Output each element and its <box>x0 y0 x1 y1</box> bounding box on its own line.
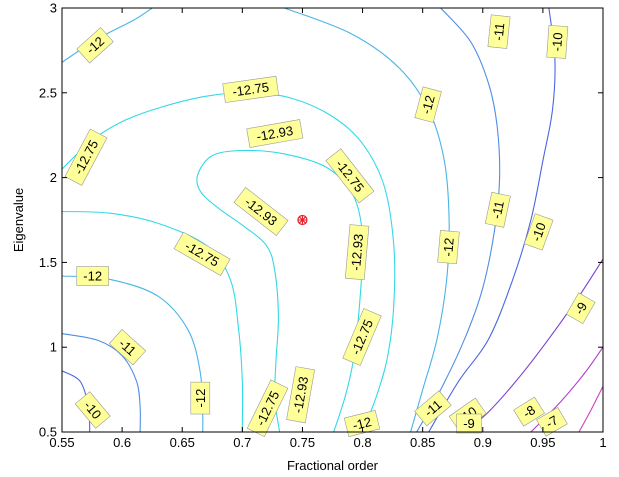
contour-line--12-5 <box>61 275 204 433</box>
x-tick-label: 0.95 <box>530 435 555 450</box>
optimum-marker-layer <box>297 214 308 226</box>
contour-label-15: -12 <box>343 410 381 437</box>
contour-label-box <box>344 224 370 281</box>
contour-label-box <box>456 413 482 434</box>
contour-line--10-8 <box>428 7 556 433</box>
contour-label-text: -12.93 <box>348 233 366 271</box>
contour-label-box <box>484 191 511 228</box>
contour-label-box <box>437 230 460 265</box>
contour-line--12.93-0 <box>196 149 364 433</box>
contour-label-6: -12.75 <box>173 231 231 276</box>
contour-line--11-7 <box>61 333 141 433</box>
contour-label-24: -12 <box>437 230 460 265</box>
contour-label-25: -11 <box>484 191 511 228</box>
x-tick-label: 1 <box>599 435 606 450</box>
x-tick-label: 0.9 <box>474 435 492 450</box>
contour-label-box <box>222 75 279 103</box>
x-tick-label: 0.55 <box>49 435 74 450</box>
contour-label-box <box>325 148 375 204</box>
contour-label-box <box>190 381 211 415</box>
contour-label-text: -11 <box>489 200 507 221</box>
contour-label-box <box>74 391 111 429</box>
y-tick-label: 2.5 <box>39 85 57 100</box>
contour-label-text: -12.75 <box>231 79 270 99</box>
y-tick-label: 1.5 <box>39 255 57 270</box>
contour-label-20: -7 <box>536 407 568 437</box>
contour-label-21: -12 <box>414 86 442 123</box>
contour-label-box <box>546 25 569 59</box>
contour-line--12.75-1 <box>61 92 396 433</box>
contour-label-text: -12 <box>440 237 457 257</box>
contour-label-text: -10 <box>549 32 565 52</box>
contour-label-23: -10 <box>546 25 569 59</box>
x-tick-label: 0.75 <box>290 435 315 450</box>
contour-label-box <box>414 86 442 123</box>
contour-label-14: -10 <box>74 391 111 429</box>
y-tick-label: 1 <box>50 340 57 355</box>
x-axis-label: Fractional order <box>287 458 379 473</box>
y-tick-label: 2 <box>50 170 57 185</box>
contour-label-18: -9 <box>456 413 482 434</box>
contour-label-text: -9 <box>463 416 475 431</box>
contour-label-box <box>173 231 231 276</box>
contour-label-22: -11 <box>487 14 511 49</box>
contour-label-7: -12.93 <box>344 224 370 281</box>
contour-label-box <box>286 366 315 424</box>
contour-label-19: -8 <box>513 396 545 427</box>
y-tick-label: 0.5 <box>39 425 57 440</box>
contour-line--9-10 <box>464 258 604 433</box>
contour-label-box <box>536 407 568 437</box>
contour-label-text: -12 <box>193 389 208 408</box>
contour-label-1: -12.75 <box>222 75 279 103</box>
y-tick-label: 3 <box>50 1 57 16</box>
y-axis-ticks: 0.5 1 1.5 2 2.5 3 <box>39 1 603 440</box>
contour-label-text: -12.93 <box>290 375 311 414</box>
contour-label-27: -9 <box>566 292 596 325</box>
contour-label-3: -12.93 <box>246 119 304 148</box>
contour-label-26: -10 <box>523 213 554 251</box>
contour-line--12-4 <box>284 7 450 433</box>
contour-label-box <box>246 119 304 148</box>
x-tick-label: 0.6 <box>113 435 131 450</box>
contour-label-text: -12 <box>351 414 373 433</box>
contour-label-box <box>487 14 511 49</box>
contour-line--12-3 <box>61 7 153 63</box>
contour-label-text: -10 <box>528 221 549 244</box>
contour-label-16: -11 <box>414 390 452 427</box>
contour-label-box <box>233 187 289 236</box>
x-tick-label: 0.8 <box>354 435 372 450</box>
optimum-marker-cross <box>297 215 307 225</box>
contour-line--7-12 <box>578 385 604 433</box>
contour-label-text: -12 <box>83 269 102 284</box>
contour-label-box <box>343 410 381 437</box>
contour-label-text: -12.93 <box>255 123 294 144</box>
contour-label-box <box>414 390 452 427</box>
contour-label-10: -11 <box>108 329 147 366</box>
contour-label-box <box>76 27 114 64</box>
contour-label-text: -11 <box>491 22 508 41</box>
contour-label-box <box>108 329 147 366</box>
x-tick-label: 0.7 <box>233 435 251 450</box>
contour-label-13: -12.93 <box>286 366 315 424</box>
contour-label-box <box>523 213 554 251</box>
plot-frame <box>61 7 604 433</box>
contour-label-0: -12 <box>76 27 114 64</box>
contour-label-box <box>76 266 109 286</box>
x-axis-ticks: 0.55 0.6 0.65 0.7 0.75 0.8 0.85 0.9 0.95 1 <box>49 8 607 450</box>
contour-label-box <box>342 308 382 366</box>
contour-label-box <box>513 396 545 427</box>
contour-label-box <box>566 292 596 325</box>
contour-label-8: -12 <box>76 266 109 286</box>
x-tick-label: 0.65 <box>170 435 195 450</box>
y-axis-label: Eigenvalue <box>11 188 26 252</box>
x-tick-label: 0.85 <box>410 435 435 450</box>
contour-label-11: -12 <box>190 381 211 415</box>
contour-label-box <box>64 128 108 186</box>
contour-label-text: -12 <box>418 94 437 116</box>
